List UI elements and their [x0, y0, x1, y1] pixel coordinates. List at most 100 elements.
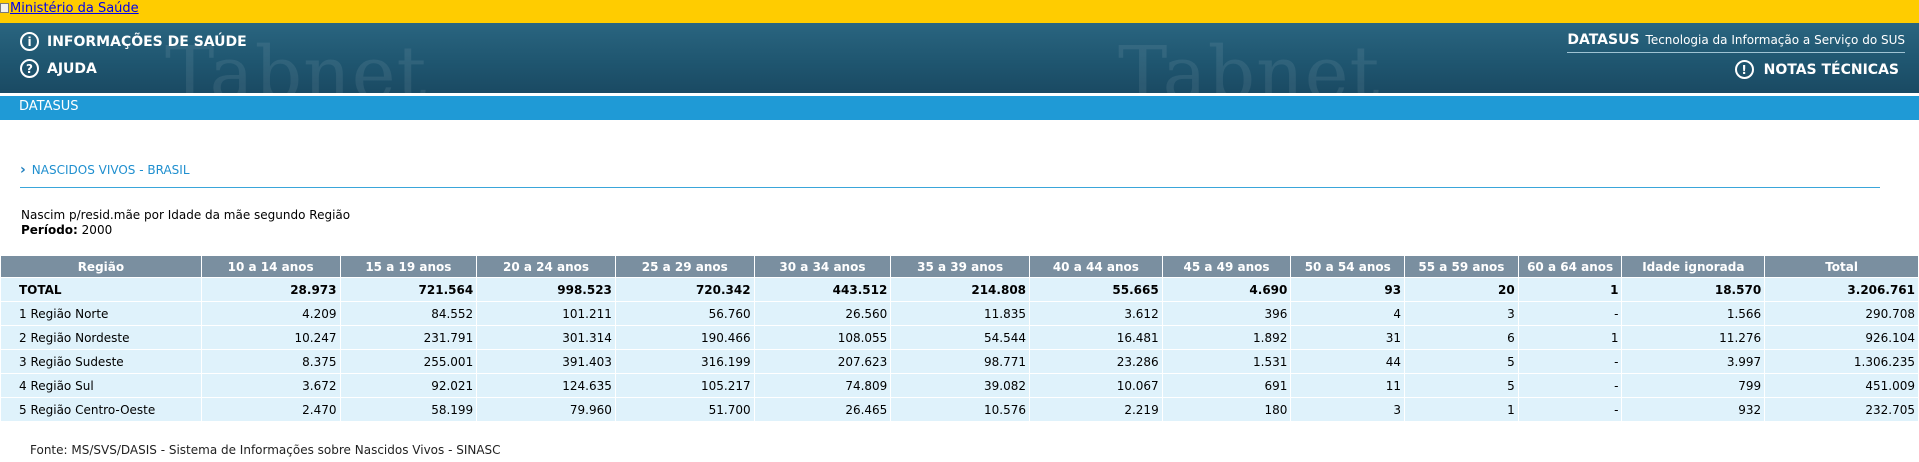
table-cell: 1 — [1405, 398, 1518, 421]
table-cell: 124.635 — [477, 374, 615, 397]
column-header: 10 a 14 anos — [201, 256, 340, 277]
table-cell: 391.403 — [477, 350, 615, 373]
column-header: 15 a 19 anos — [340, 256, 477, 277]
table-cell: 10.067 — [1030, 374, 1162, 397]
table-cell: 51.700 — [615, 398, 754, 421]
top-banner: Ministério da Saúde — [0, 0, 1919, 23]
table-cell: 18.570 — [1622, 278, 1765, 301]
brand-tagline: Tecnologia da Informação a Serviço do SU… — [1645, 33, 1905, 47]
section-divider — [20, 187, 1880, 188]
total-row: TOTAL 28.973 721.564 998.523 720.342 443.512 2… — [1, 278, 1918, 301]
column-header: 50 a 54 anos — [1291, 256, 1405, 277]
table-cell: 691 — [1162, 374, 1291, 397]
results-table: Região 10 a 14 anos 15 a 19 anos 20 a 24 an… — [0, 255, 1919, 422]
table-cell: 3.672 — [201, 374, 340, 397]
notas-tecnicas-link[interactable]: ! NOTAS TÉCNICAS — [1734, 60, 1899, 79]
row-label: 1 Região Norte — [1, 302, 201, 325]
brand-name: DATASUS — [1567, 32, 1640, 48]
row-label: 3 Região Sudeste — [1, 350, 201, 373]
table-cell: 98.771 — [891, 350, 1030, 373]
column-header: Região — [1, 256, 201, 277]
row-label: TOTAL — [1, 278, 201, 301]
table-cell: 5 — [1405, 350, 1518, 373]
table-cell: 2.219 — [1030, 398, 1162, 421]
informacoes-de-saude-link[interactable]: i INFORMAÇÕES DE SAÚDE — [20, 32, 247, 51]
table-cell: 8.375 — [201, 350, 340, 373]
table-cell: 54.544 — [891, 326, 1030, 349]
table-cell: 92.021 — [340, 374, 477, 397]
table-cell: 301.314 — [477, 326, 615, 349]
chevron-right-icon: › — [20, 162, 26, 178]
ministerio-logo-link[interactable]: Ministério da Saúde — [0, 1, 139, 16]
table-cell: 3 — [1291, 398, 1405, 421]
table-cell: 58.199 — [340, 398, 477, 421]
table-cell: 5 — [1405, 374, 1518, 397]
table-cell: 4.690 — [1162, 278, 1291, 301]
table-cell: 998.523 — [477, 278, 615, 301]
table-cell: 93 — [1291, 278, 1405, 301]
column-header: 55 a 59 anos — [1405, 256, 1518, 277]
table-cell: 721.564 — [340, 278, 477, 301]
table-cell: 16.481 — [1030, 326, 1162, 349]
table-cell: 4.209 — [201, 302, 340, 325]
query-title: Nascim p/resid.mãe por Idade da mãe segu… — [21, 208, 351, 222]
table-cell: 4 — [1291, 302, 1405, 325]
table-cell: 105.217 — [615, 374, 754, 397]
table-cell: 180 — [1162, 398, 1291, 421]
column-header: 30 a 34 anos — [754, 256, 891, 277]
table-row: 5 Região Centro-Oeste 2.470 58.199 79.960 51… — [1, 398, 1918, 421]
table-cell: 6 — [1405, 326, 1518, 349]
ajuda-link[interactable]: ? AJUDA — [20, 59, 97, 78]
table-cell: 1.306.235 — [1765, 350, 1918, 373]
table-cell: 207.623 — [754, 350, 891, 373]
header-divider — [0, 93, 1919, 96]
period-label: Período: — [21, 223, 78, 237]
table-cell: 451.009 — [1765, 374, 1918, 397]
table-row: 2 Região Nordeste 10.247 231.791 301.314 190… — [1, 326, 1918, 349]
table-cell: 26.465 — [754, 398, 891, 421]
ajuda-label: AJUDA — [47, 60, 97, 77]
row-label: 2 Região Nordeste — [1, 326, 201, 349]
table-row: 4 Região Sul 3.672 92.021 124.635 105.217 74.… — [1, 374, 1918, 397]
table-cell: 290.708 — [1765, 302, 1918, 325]
tabnet-watermark: Tabnet — [1118, 31, 1381, 93]
table-cell: 55.665 — [1030, 278, 1162, 301]
datasus-brand: DATASUS Tecnologia da Informação a Serviç… — [1567, 29, 1905, 53]
table-cell: 56.760 — [615, 302, 754, 325]
row-label: 5 Região Centro-Oeste — [1, 398, 201, 421]
table-cell: 84.552 — [340, 302, 477, 325]
table-cell: 28.973 — [201, 278, 340, 301]
info-icon: i — [20, 32, 39, 51]
query-period: Período: 2000 — [21, 223, 112, 237]
table-body: TOTAL 28.973 721.564 998.523 720.342 443.512 2… — [1, 278, 1918, 421]
site-header: Tabnet Tabnet i INFORMAÇÕES DE SAÚDE ? A… — [0, 23, 1919, 93]
table-cell: 1 — [1518, 326, 1622, 349]
table-cell: 11 — [1291, 374, 1405, 397]
table-cell: 26.560 — [754, 302, 891, 325]
period-value: 2000 — [81, 223, 113, 237]
table-cell: 190.466 — [615, 326, 754, 349]
table-row: 1 Região Norte 4.209 84.552 101.211 56.760 26… — [1, 302, 1918, 325]
table-cell: 799 — [1622, 374, 1765, 397]
table-cell: - — [1518, 398, 1622, 421]
column-header: 45 a 49 anos — [1162, 256, 1291, 277]
table-cell: 255.001 — [340, 350, 477, 373]
table-cell: 926.104 — [1765, 326, 1918, 349]
table-cell: 31 — [1291, 326, 1405, 349]
breadcrumb-bar: DATASUS — [0, 96, 1919, 120]
table-cell: 108.055 — [754, 326, 891, 349]
table-cell: 932 — [1622, 398, 1765, 421]
table-cell: 316.199 — [615, 350, 754, 373]
table-cell: 10.576 — [891, 398, 1030, 421]
table-cell: 44 — [1291, 350, 1405, 373]
column-header: 40 a 44 anos — [1030, 256, 1162, 277]
table-cell: 3.206.761 — [1765, 278, 1918, 301]
table-cell: 2.470 — [201, 398, 340, 421]
table-cell: 232.705 — [1765, 398, 1918, 421]
section-heading: › NASCIDOS VIVOS - BRASIL — [20, 162, 190, 178]
table-cell: 10.247 — [201, 326, 340, 349]
table-cell: 443.512 — [754, 278, 891, 301]
table-cell: 23.286 — [1030, 350, 1162, 373]
table-cell: 3 — [1405, 302, 1518, 325]
table-cell: 101.211 — [477, 302, 615, 325]
